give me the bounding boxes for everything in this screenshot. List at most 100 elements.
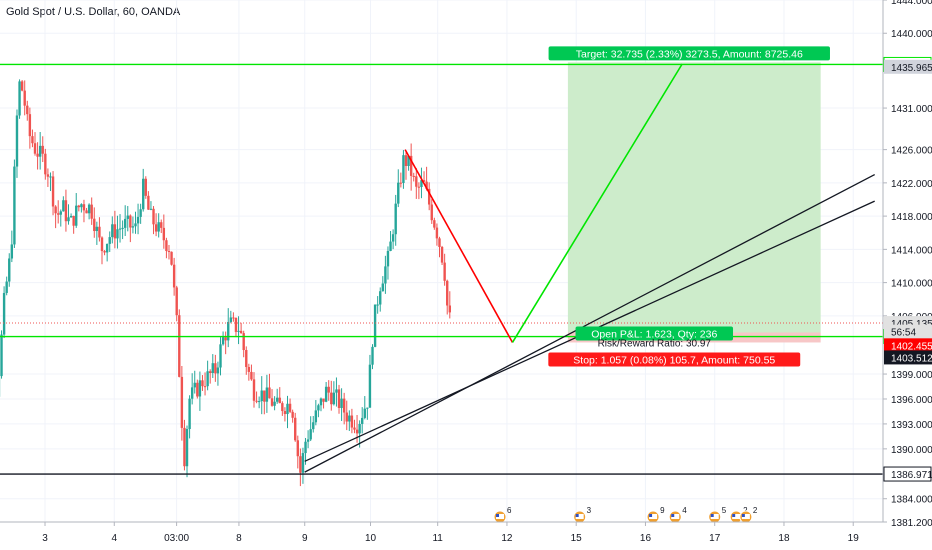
candle-body xyxy=(77,205,81,208)
candle-body xyxy=(397,182,400,204)
time-tick-label: 10 xyxy=(365,533,377,544)
candle-body xyxy=(44,153,47,175)
candle-body xyxy=(394,203,397,235)
candle-body xyxy=(90,204,93,219)
candle-body xyxy=(389,241,392,251)
candle-body xyxy=(278,397,281,404)
candle-body xyxy=(98,226,101,238)
event-flag-canton xyxy=(575,514,579,517)
price-axis[interactable]: 1444.000 1440.000 1431.000 1426.000 1422.000… xyxy=(882,0,932,550)
candle-body xyxy=(67,217,70,222)
event-flag-stripe xyxy=(496,514,505,519)
candle-body xyxy=(134,223,137,227)
event-count: 2 xyxy=(743,506,748,515)
event-flag-stripe xyxy=(671,514,680,519)
candle-body xyxy=(273,401,276,406)
candle-body xyxy=(384,266,387,284)
candle-body xyxy=(245,350,248,368)
time-tick-label: 15 xyxy=(571,533,583,544)
candle-body xyxy=(167,250,171,252)
candle-body xyxy=(36,153,39,157)
candle-body xyxy=(26,105,29,115)
candle-body xyxy=(332,392,336,405)
candle-body xyxy=(41,145,44,154)
candle-body xyxy=(183,427,186,467)
candle-body xyxy=(46,174,50,177)
candle-body xyxy=(348,415,351,422)
candle-body xyxy=(371,346,374,365)
candle-body xyxy=(306,439,310,442)
candle-body xyxy=(136,216,140,224)
candle-body xyxy=(427,188,431,205)
event-count: 2 xyxy=(753,506,758,515)
candle-body xyxy=(322,398,325,402)
candle-body xyxy=(129,215,132,228)
candle-body xyxy=(430,204,433,221)
candle-body xyxy=(386,250,390,267)
candle-body xyxy=(188,398,191,430)
candle-body xyxy=(420,180,423,187)
candle-body xyxy=(121,227,124,229)
candle-body xyxy=(425,181,428,189)
candle-body xyxy=(265,387,269,402)
candle-body xyxy=(131,226,135,228)
candle-body xyxy=(309,429,312,440)
candle-body xyxy=(440,246,444,263)
candle-body xyxy=(20,81,24,91)
candle-body xyxy=(312,422,315,430)
entry-price-label-bg xyxy=(884,350,932,365)
candle-body xyxy=(219,344,222,368)
candle-body xyxy=(242,333,245,351)
candle-body xyxy=(324,386,328,402)
price-marker-label: 56:54 xyxy=(891,328,916,339)
candle-body xyxy=(23,90,26,106)
candle-body xyxy=(417,186,421,188)
candle-body xyxy=(203,386,207,388)
candle-body xyxy=(93,218,96,232)
candle-body xyxy=(75,205,78,226)
stop-label: Stop: 1.057 (0.08%) 105.7, Amount: 750.5… xyxy=(573,354,775,366)
candle-body xyxy=(111,224,114,238)
target-label-bg xyxy=(548,46,830,61)
stop-label-bg xyxy=(548,352,801,367)
price-marker-label-bg xyxy=(884,324,932,339)
candle-body xyxy=(422,180,426,182)
hline-price-label: 1386.971 xyxy=(891,470,932,481)
candle-body xyxy=(103,251,106,253)
candle-body xyxy=(59,211,62,215)
time-axis[interactable]: 3 4 03:00 8 9 10 11 12 15 16 17 18 19 xyxy=(0,521,883,544)
time-tick-label: 17 xyxy=(709,533,721,544)
open-pnl-label-bg xyxy=(575,326,734,341)
position-tool[interactable] xyxy=(567,62,821,343)
candle-body xyxy=(232,317,235,319)
candle-body xyxy=(10,244,14,259)
candle-body xyxy=(108,237,111,244)
candle-body xyxy=(149,208,153,210)
candle-body xyxy=(147,195,150,210)
candle-body xyxy=(72,215,75,226)
price-tick-label: 1396.000 xyxy=(891,395,932,406)
candle-body xyxy=(433,220,436,228)
candle-body xyxy=(116,229,119,239)
candle-body xyxy=(353,427,356,430)
candle-body xyxy=(294,417,297,441)
candle-body xyxy=(214,363,217,374)
candle-body xyxy=(144,178,147,196)
candle-body xyxy=(376,304,379,306)
candle-body xyxy=(216,367,220,374)
candle-body xyxy=(54,206,57,214)
candle-body xyxy=(263,390,266,402)
event-count: 4 xyxy=(682,506,687,515)
price-tick-label: 1393.000 xyxy=(891,420,932,431)
projection-down-line xyxy=(404,149,514,343)
candle-body xyxy=(15,115,19,167)
candle-body xyxy=(162,227,166,241)
candle-body xyxy=(49,176,52,178)
candle-body xyxy=(178,315,181,377)
candle-body xyxy=(342,398,346,413)
candle-body xyxy=(229,317,233,322)
candle-body xyxy=(206,371,209,387)
time-tick-label: 12 xyxy=(501,533,513,544)
